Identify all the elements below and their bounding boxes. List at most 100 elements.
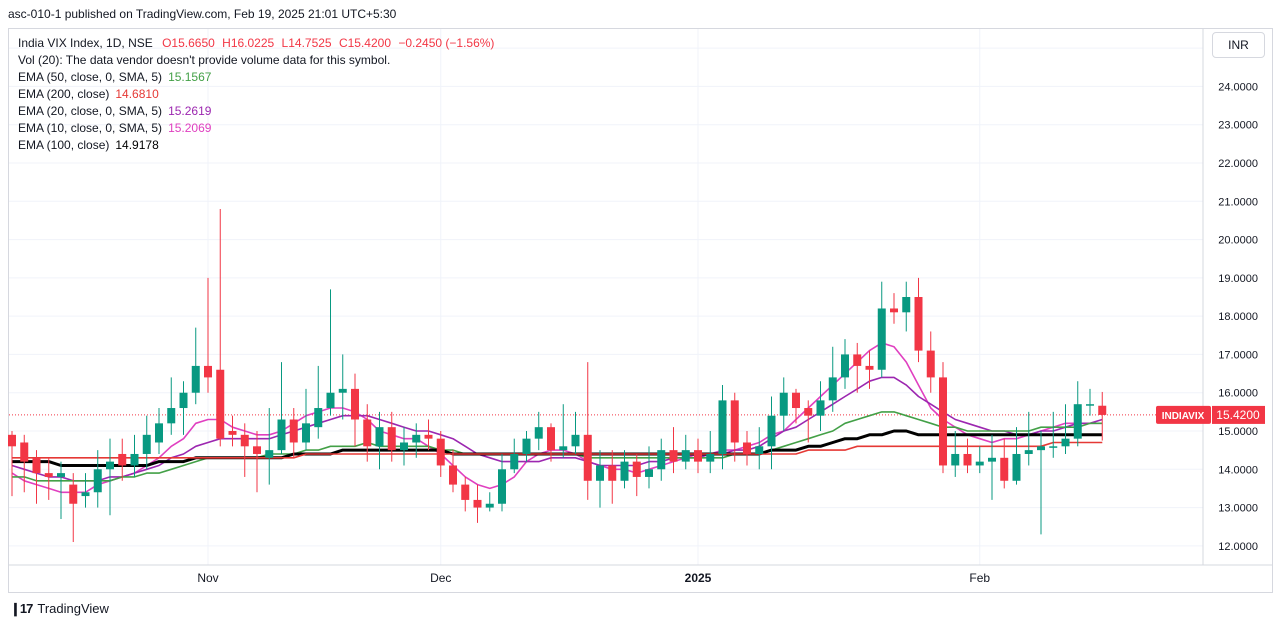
candle-body <box>81 492 90 497</box>
ema-legend-value: 15.2619 <box>168 104 212 118</box>
candle-body <box>841 354 849 378</box>
candle-body <box>204 365 212 378</box>
ema-legend-label: EMA (20, close, 0, SMA, 5) <box>18 104 163 118</box>
y-tick-label: 22.0000 <box>1218 158 1258 170</box>
candle-body <box>167 408 176 424</box>
candle-body <box>130 453 139 466</box>
footer-brand: TradingView <box>37 601 109 616</box>
y-tick-label: 15.0000 <box>1218 426 1258 438</box>
candle-body <box>632 461 641 477</box>
candle-body <box>1061 438 1070 447</box>
candle-body <box>583 434 592 481</box>
y-tick-label: 19.0000 <box>1218 273 1258 285</box>
ema-legend-value: 14.6810 <box>115 87 159 101</box>
candle-body <box>1000 457 1009 481</box>
ohlc-open: O15.6650 <box>162 36 215 50</box>
candle-body <box>142 434 151 454</box>
candle-body <box>620 461 629 481</box>
y-tick-label: 24.0000 <box>1218 81 1258 93</box>
ohlc-low: L14.7525 <box>281 36 332 50</box>
candle-body <box>326 392 335 409</box>
candle-body <box>669 450 678 462</box>
candle-body <box>1024 450 1033 454</box>
ema-legend-row: EMA (50, close, 0, SMA, 5) 15.1567 <box>18 69 494 86</box>
candle-body <box>767 415 776 447</box>
ema-legend-row: EMA (10, close, 0, SMA, 5) 15.2069 <box>18 120 494 137</box>
ema-legend-label: EMA (100, close) <box>18 138 110 152</box>
candle-body <box>449 465 457 485</box>
candle-body <box>20 442 29 462</box>
ema-legend-row: EMA (200, close) 14.6810 <box>18 86 494 103</box>
last-price-tag: INDIAVIX 15.4200 <box>1156 405 1265 424</box>
candle-body <box>804 408 813 416</box>
price-tag-symbol: INDIAVIX <box>1162 411 1205 422</box>
ema-legend-value: 14.9178 <box>115 138 159 152</box>
y-tick-label: 12.0000 <box>1218 541 1258 553</box>
price-tag-value: 15.4200 <box>1216 408 1260 422</box>
ema-line <box>12 441 1103 459</box>
tradingview-footer: ❙17 TradingView <box>10 599 109 619</box>
candle-body <box>694 450 702 462</box>
candle-body <box>914 297 923 351</box>
candle-body <box>1012 453 1021 481</box>
candle-body <box>351 388 359 420</box>
candle-body <box>191 365 200 393</box>
candle-body <box>755 446 764 454</box>
candle-body <box>277 419 286 451</box>
y-tick-label: 21.0000 <box>1218 196 1258 208</box>
x-tick-label: 2025 <box>685 571 712 585</box>
candle-body <box>975 461 984 466</box>
candle-body <box>412 434 421 443</box>
candle-body <box>510 453 519 470</box>
x-tick-label: Dec <box>430 571 451 585</box>
candle-body <box>816 400 825 416</box>
candle-body <box>155 423 163 443</box>
y-tick-label: 16.0000 <box>1218 388 1258 400</box>
candle-body <box>792 392 800 409</box>
x-tick-label: Feb <box>969 571 990 585</box>
price-tag-symbol-box <box>1156 405 1211 424</box>
candle-body <box>485 503 494 508</box>
candle-body <box>302 423 310 443</box>
candle-body <box>1086 404 1094 406</box>
candle-body <box>228 431 237 435</box>
candle-body <box>44 473 53 477</box>
candle-body <box>69 484 78 504</box>
y-tick-label: 18.0000 <box>1218 311 1258 323</box>
candle-body <box>1073 404 1082 439</box>
candle-body <box>1037 446 1045 451</box>
candle-body <box>779 392 788 416</box>
candle-body <box>1049 446 1058 448</box>
candle-body <box>461 484 470 500</box>
candle-body <box>338 388 347 393</box>
candle-body <box>1098 405 1107 415</box>
ema-line <box>12 429 1103 467</box>
price-tag-value-box <box>1212 405 1265 424</box>
candle-body <box>424 434 433 439</box>
candle-body <box>534 427 543 439</box>
candle-body <box>106 461 114 470</box>
candle-body <box>559 446 568 451</box>
volume-note: Vol (20): The data vendor doesn't provid… <box>18 53 391 67</box>
candle-body <box>436 438 445 466</box>
ema-line <box>11 376 1103 482</box>
candle-body <box>951 453 960 466</box>
candle-body <box>853 354 862 366</box>
currency-button[interactable]: INR <box>1212 32 1265 58</box>
candle-body <box>828 377 837 401</box>
publish-header: asc-010-1 published on TradingView.com, … <box>8 7 397 21</box>
candle-body <box>216 369 225 439</box>
candle-body <box>681 450 690 462</box>
y-tick-label: 20.0000 <box>1218 235 1258 247</box>
candle-body <box>8 434 16 447</box>
candle-body <box>32 457 41 474</box>
ema-legend-label: EMA (10, close, 0, SMA, 5) <box>18 121 163 135</box>
ema-legend-label: EMA (50, close, 0, SMA, 5) <box>18 70 163 84</box>
candle-body <box>473 499 482 508</box>
candle-body <box>375 427 384 447</box>
candle-body <box>240 434 249 447</box>
candle-body <box>179 392 188 409</box>
y-tick-label: 14.0000 <box>1218 464 1258 476</box>
candle-body <box>118 453 127 466</box>
